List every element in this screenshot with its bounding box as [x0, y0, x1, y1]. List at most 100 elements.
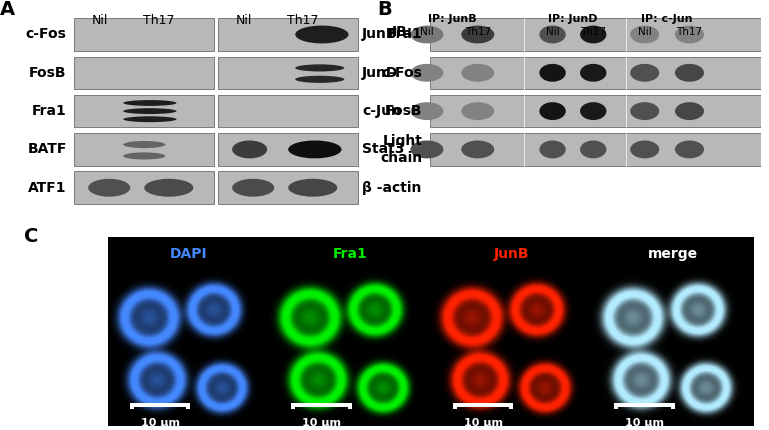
- FancyBboxPatch shape: [74, 18, 215, 51]
- Text: Nil: Nil: [92, 14, 108, 27]
- Ellipse shape: [232, 141, 267, 158]
- Text: 10 μm: 10 μm: [464, 418, 503, 428]
- Text: Fra1: Fra1: [32, 104, 67, 118]
- Ellipse shape: [580, 141, 607, 158]
- Ellipse shape: [288, 141, 341, 158]
- Ellipse shape: [539, 102, 566, 120]
- Ellipse shape: [123, 152, 165, 160]
- Ellipse shape: [461, 102, 494, 120]
- Text: Nil: Nil: [420, 27, 434, 37]
- FancyBboxPatch shape: [291, 403, 295, 409]
- Text: JunB: JunB: [362, 28, 398, 41]
- Text: Th17: Th17: [464, 27, 491, 37]
- Ellipse shape: [631, 64, 659, 82]
- FancyBboxPatch shape: [218, 133, 358, 166]
- Ellipse shape: [675, 102, 704, 120]
- Text: B: B: [377, 0, 391, 18]
- FancyBboxPatch shape: [74, 95, 215, 127]
- Ellipse shape: [631, 25, 659, 43]
- FancyBboxPatch shape: [108, 237, 269, 270]
- Text: 10 μm: 10 μm: [141, 418, 180, 428]
- Text: Nil: Nil: [546, 27, 559, 37]
- Text: FosB: FosB: [384, 104, 422, 118]
- Ellipse shape: [461, 141, 494, 158]
- Text: Fra1: Fra1: [388, 28, 422, 41]
- Text: c-Jun: c-Jun: [362, 104, 401, 118]
- Ellipse shape: [580, 64, 607, 82]
- Ellipse shape: [123, 116, 177, 122]
- Ellipse shape: [295, 76, 345, 83]
- Ellipse shape: [288, 179, 338, 197]
- Text: Light
chain: Light chain: [380, 134, 422, 165]
- Text: Stat3: Stat3: [362, 142, 404, 157]
- FancyBboxPatch shape: [269, 237, 431, 270]
- Text: C: C: [24, 227, 38, 246]
- Ellipse shape: [461, 64, 494, 82]
- Ellipse shape: [539, 64, 566, 82]
- Text: β -actin: β -actin: [362, 181, 421, 195]
- Text: BATF: BATF: [28, 142, 67, 157]
- Text: merge: merge: [647, 246, 698, 261]
- Ellipse shape: [580, 102, 607, 120]
- Ellipse shape: [123, 108, 177, 114]
- Ellipse shape: [631, 141, 659, 158]
- Ellipse shape: [675, 25, 704, 43]
- Ellipse shape: [539, 25, 566, 43]
- FancyBboxPatch shape: [592, 237, 754, 270]
- Text: DAPI: DAPI: [170, 246, 207, 261]
- FancyBboxPatch shape: [74, 172, 215, 204]
- Text: c-Fos: c-Fos: [381, 66, 422, 80]
- Text: Fra1: Fra1: [332, 246, 368, 261]
- Ellipse shape: [411, 102, 444, 120]
- Ellipse shape: [295, 25, 348, 43]
- Ellipse shape: [675, 64, 704, 82]
- Ellipse shape: [295, 64, 345, 71]
- FancyBboxPatch shape: [132, 403, 188, 407]
- Ellipse shape: [411, 25, 444, 43]
- FancyBboxPatch shape: [74, 57, 215, 89]
- FancyBboxPatch shape: [509, 403, 513, 409]
- FancyBboxPatch shape: [218, 57, 358, 89]
- Text: IP: JunB: IP: JunB: [428, 14, 477, 24]
- Text: 10 μm: 10 μm: [625, 418, 664, 428]
- FancyBboxPatch shape: [455, 403, 511, 407]
- FancyBboxPatch shape: [430, 18, 761, 51]
- Text: JunB: JunB: [494, 246, 529, 261]
- Text: IP: c-Jun: IP: c-Jun: [641, 14, 693, 24]
- Ellipse shape: [123, 100, 177, 106]
- FancyBboxPatch shape: [348, 403, 351, 409]
- FancyBboxPatch shape: [671, 403, 674, 409]
- FancyBboxPatch shape: [218, 95, 358, 127]
- Text: IB:: IB:: [392, 25, 413, 39]
- Text: IP: JunD: IP: JunD: [548, 14, 598, 24]
- FancyBboxPatch shape: [74, 133, 215, 166]
- Text: Th17: Th17: [143, 14, 175, 27]
- FancyBboxPatch shape: [431, 237, 592, 270]
- Ellipse shape: [631, 102, 659, 120]
- Ellipse shape: [411, 64, 444, 82]
- FancyBboxPatch shape: [186, 403, 190, 409]
- Ellipse shape: [232, 179, 275, 197]
- Text: ATF1: ATF1: [28, 181, 67, 195]
- FancyBboxPatch shape: [617, 403, 673, 407]
- Ellipse shape: [675, 141, 704, 158]
- FancyBboxPatch shape: [614, 403, 618, 409]
- Ellipse shape: [145, 179, 193, 197]
- FancyBboxPatch shape: [218, 18, 358, 51]
- FancyBboxPatch shape: [218, 172, 358, 204]
- FancyBboxPatch shape: [294, 403, 350, 407]
- Ellipse shape: [88, 179, 130, 197]
- Ellipse shape: [411, 141, 444, 158]
- FancyBboxPatch shape: [430, 133, 761, 166]
- Ellipse shape: [123, 141, 165, 148]
- FancyBboxPatch shape: [453, 403, 457, 409]
- Text: c-Fos: c-Fos: [26, 28, 67, 41]
- Ellipse shape: [580, 25, 607, 43]
- Text: Th17: Th17: [288, 14, 318, 27]
- FancyBboxPatch shape: [108, 237, 754, 426]
- Ellipse shape: [539, 141, 566, 158]
- Text: Nil: Nil: [236, 14, 252, 27]
- Ellipse shape: [461, 25, 494, 43]
- FancyBboxPatch shape: [430, 57, 761, 89]
- Text: FosB: FosB: [29, 66, 67, 80]
